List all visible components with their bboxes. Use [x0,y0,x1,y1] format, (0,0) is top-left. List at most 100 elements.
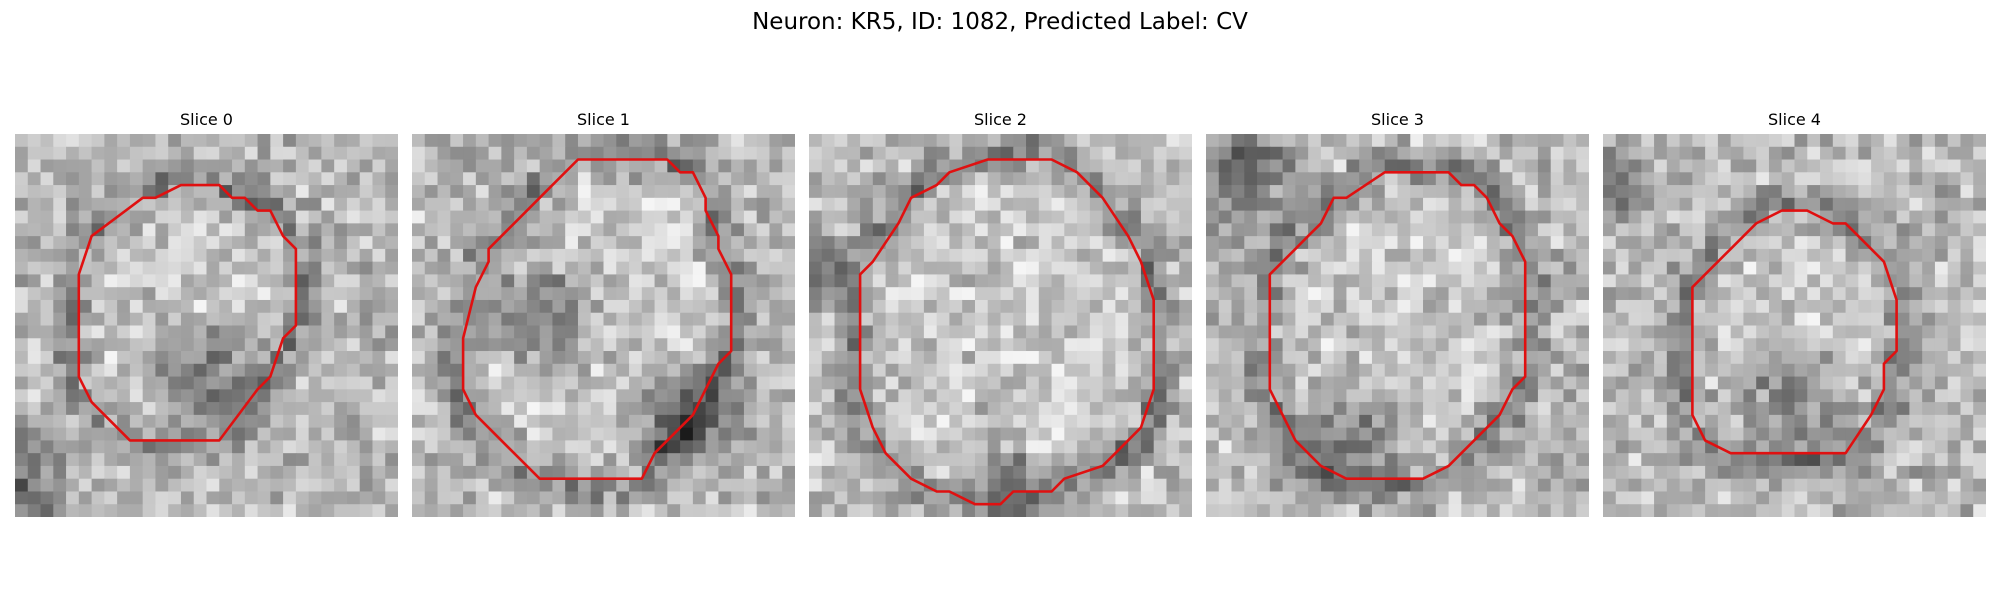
pixel [705,504,719,517]
pixel [1909,146,1923,161]
pixel [1397,491,1411,505]
pixel [1525,363,1539,378]
pixel [987,185,1002,199]
pixel [872,223,887,237]
pixel [1883,325,1898,339]
pixel [1603,172,1617,186]
pixel [40,389,54,403]
pixel [552,274,566,288]
pixel [40,248,54,263]
pixel [1743,312,1757,327]
pixel [232,440,246,454]
pixel [1679,146,1693,161]
pixel [1845,299,1859,314]
pixel [1692,248,1706,263]
pixel [104,338,118,352]
pixel [616,491,630,505]
pixel [860,146,874,161]
pixel [1179,504,1192,517]
pixel [475,287,490,301]
pixel [1615,465,1630,480]
pixel [91,146,105,161]
pixel [117,236,131,250]
pixel [1820,274,1834,288]
pixel [142,363,157,378]
pixel [1845,325,1859,339]
pixel [308,287,322,301]
pixel [1807,312,1821,327]
pixel [1768,185,1783,199]
pixel [552,261,566,276]
pixel [91,134,105,148]
pixel [539,299,554,314]
pixel [1883,159,1898,173]
pixel [1934,299,1949,314]
pixel [1960,172,1974,186]
pixel [1537,172,1552,186]
pixel [501,376,515,390]
pixel [834,363,848,378]
pixel [936,491,951,505]
pixel [1359,197,1373,212]
pixel [1909,159,1923,173]
pixel [424,414,439,429]
pixel [654,491,668,505]
pixel [1550,287,1565,301]
pixel [15,376,29,390]
pixel [1410,363,1424,378]
pixel [1295,389,1309,403]
pixel [1807,414,1821,429]
pixel [437,325,451,339]
pixel [809,440,823,454]
pixel [66,325,80,339]
pixel [872,261,887,276]
pixel [1295,491,1309,505]
pixel [219,299,233,314]
pixel [40,427,54,441]
pixel [219,465,233,480]
pixel [1153,299,1168,314]
pixel [821,261,836,276]
pixel [27,261,42,276]
pixel [1423,299,1437,314]
pixel [756,210,771,224]
pixel [1858,261,1872,276]
pixel [1038,478,1053,493]
pixel [834,172,848,186]
slice-image [1206,134,1589,517]
pixel [1051,210,1065,224]
pixel [295,478,310,493]
pixel [1603,210,1617,224]
pixel [1089,172,1104,186]
pixel [1973,172,1986,186]
pixel [1346,453,1360,467]
pixel [424,465,439,480]
pixel [1947,248,1962,263]
pixel [40,402,54,416]
pixel [1525,376,1539,390]
pixel [1320,465,1335,480]
pixel [731,210,745,224]
pixel [385,453,398,467]
pixel [1282,172,1296,186]
pixel [463,159,477,173]
pixel [1486,376,1501,390]
pixel [488,185,502,199]
pixel [1000,338,1014,352]
pixel [1705,185,1719,199]
pixel [1794,376,1808,390]
pixel [295,299,310,314]
pixel [667,312,681,327]
pixel [53,453,67,467]
pixel [206,210,220,224]
pixel [847,376,861,390]
pixel [142,504,157,517]
pixel [590,312,605,327]
pixel [1934,261,1949,276]
pixel [1794,223,1808,237]
pixel [1333,453,1348,467]
pixel [1206,478,1220,493]
pixel [1499,351,1513,365]
pixel [526,312,541,327]
pixel [66,312,80,327]
